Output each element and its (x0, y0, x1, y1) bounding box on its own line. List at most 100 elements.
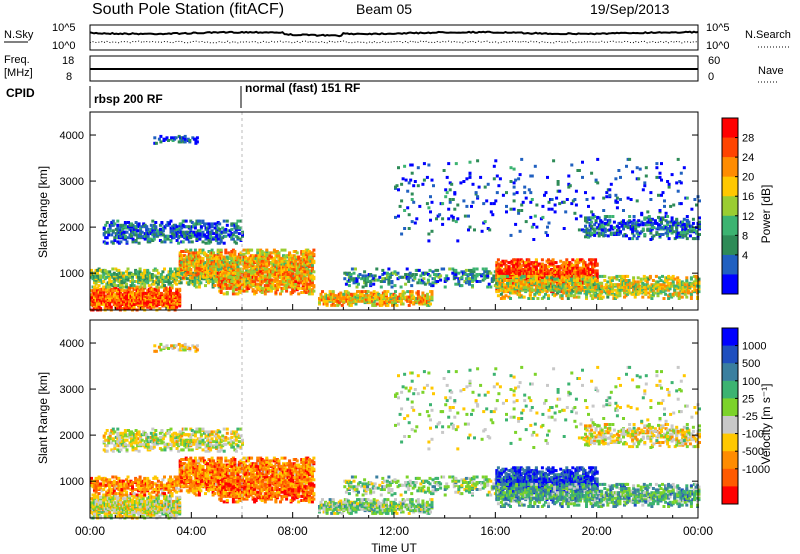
power-cell (169, 289, 172, 293)
power-cell (224, 248, 228, 252)
power-cell (260, 259, 264, 263)
power-cell (540, 279, 544, 282)
power-cell (472, 274, 476, 278)
power-cell (268, 268, 272, 271)
power-cell (218, 222, 222, 226)
power-cell (544, 280, 547, 284)
power-cell (113, 222, 117, 226)
power-cell (481, 267, 485, 271)
power-cell (239, 219, 243, 223)
power-cell (387, 267, 391, 271)
power-cell (172, 236, 176, 240)
power-cell (397, 295, 400, 299)
power-cell (671, 274, 675, 278)
power-cell (119, 223, 123, 227)
power-cell (93, 307, 96, 311)
power-cell (175, 282, 179, 286)
power-cell (184, 255, 188, 259)
power-cell (253, 289, 257, 293)
power-cell (265, 248, 269, 252)
power-cell (236, 292, 240, 296)
power-cell (159, 140, 163, 144)
power-cell (108, 229, 112, 233)
power-cell (108, 285, 112, 289)
power-cell (121, 285, 125, 289)
power-cell (492, 274, 496, 278)
power-cell (181, 240, 185, 244)
power-cell (275, 278, 279, 282)
power-cell (540, 269, 544, 273)
power-cell (128, 286, 131, 290)
power-cell (116, 240, 120, 244)
power-cell (633, 295, 637, 299)
power-cell (540, 283, 544, 287)
power-cell (361, 274, 365, 278)
power-cell (464, 268, 468, 272)
power-cell (533, 276, 537, 280)
power-cell (429, 302, 432, 306)
power-cell (250, 270, 254, 274)
power-cell (190, 276, 194, 280)
power-cell (375, 267, 379, 271)
power-cell (495, 281, 499, 285)
power-cell (131, 293, 134, 297)
power-cell (565, 258, 569, 262)
power-cell (152, 237, 156, 241)
power-cell (648, 274, 652, 278)
power-cell (268, 261, 272, 265)
power-cell (225, 223, 229, 227)
power-cell (533, 268, 537, 271)
power-cell (291, 256, 295, 260)
station-title: South Pole Station (fitACF) (92, 1, 284, 18)
power-cell (283, 255, 287, 259)
power-cell (237, 281, 241, 285)
power-cell (215, 262, 219, 266)
power-cell (569, 285, 573, 289)
power-cell (348, 301, 352, 305)
power-cell (601, 274, 605, 278)
power-cell (297, 286, 301, 290)
power-cell (355, 280, 359, 283)
power-cell (522, 283, 526, 287)
power-cell (430, 292, 434, 296)
power-cell (169, 239, 173, 242)
power-cell (306, 258, 310, 262)
power-cell (319, 292, 323, 296)
power-cell (111, 241, 115, 245)
power-cell (146, 234, 150, 238)
power-cell (245, 280, 248, 283)
power-cell (269, 255, 273, 259)
power-cell (512, 284, 516, 288)
power-cell (416, 290, 420, 294)
power-cell (266, 284, 270, 288)
power-cell (375, 298, 379, 302)
power-cell (594, 273, 598, 277)
power-cell (222, 274, 226, 278)
power-cell (139, 226, 143, 230)
power-cell (433, 277, 436, 281)
power-cell (153, 280, 157, 283)
power-cell (527, 274, 531, 278)
power-cell (595, 279, 599, 282)
power-cell (108, 226, 112, 230)
power-cell (434, 280, 438, 283)
power-cell (399, 285, 403, 289)
power-cell (527, 284, 531, 288)
power-cell (236, 271, 240, 275)
power-cell (169, 226, 173, 230)
power-cell (254, 254, 258, 258)
power-cell (404, 282, 408, 286)
power-cell (116, 223, 120, 227)
power-cell (194, 285, 198, 289)
power-cell (268, 273, 272, 276)
power-cell (601, 295, 605, 299)
power-cell (656, 294, 660, 298)
power-cell (632, 279, 636, 282)
power-cell (146, 240, 150, 244)
power-cell (540, 285, 544, 289)
power-cell (594, 258, 598, 262)
power-cell (125, 270, 128, 274)
power-cell (213, 284, 217, 288)
nsky-tick-bottom: 10^0 (52, 40, 76, 52)
power-cell (298, 265, 302, 269)
